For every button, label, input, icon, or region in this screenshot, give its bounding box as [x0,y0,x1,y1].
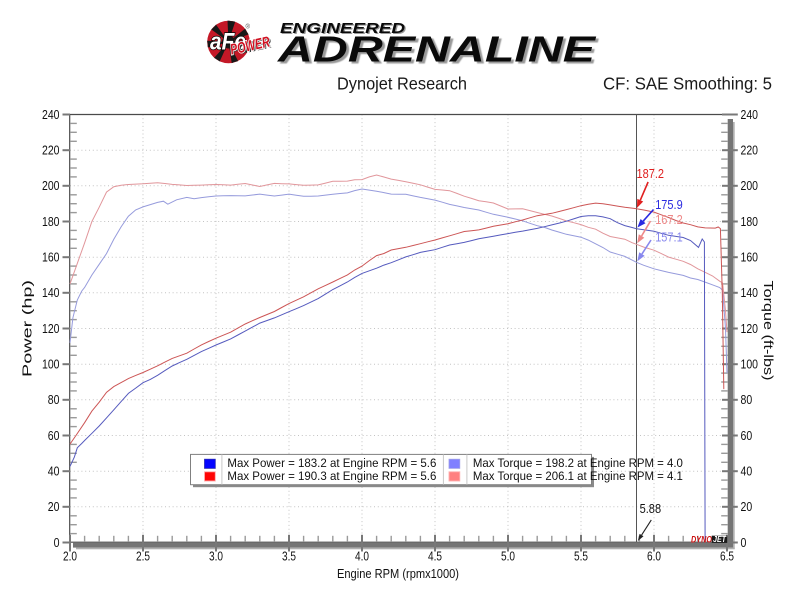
svg-text:2.0: 2.0 [63,549,77,564]
svg-text:80: 80 [741,392,753,407]
svg-text:200: 200 [42,178,60,193]
svg-text:20: 20 [741,499,753,514]
svg-text:5.0: 5.0 [501,549,515,564]
svg-text:ADRENALINE: ADRENALINE [277,29,597,70]
svg-text:120: 120 [741,321,759,336]
svg-text:100: 100 [741,357,759,372]
svg-text:Max Power = 190.3 at Engine RP: Max Power = 190.3 at Engine RPM = 5.6 [227,469,436,483]
svg-text:60: 60 [48,428,60,443]
svg-text:CF: SAE Smoothing: 5: CF: SAE Smoothing: 5 [603,74,772,94]
svg-text:0: 0 [54,535,60,550]
svg-text:5.5: 5.5 [574,549,588,564]
svg-text:180: 180 [42,214,60,229]
svg-text:4.5: 4.5 [428,549,442,564]
svg-text:100: 100 [42,357,60,372]
svg-text:5.88: 5.88 [640,501,662,516]
svg-text:40: 40 [741,464,753,479]
svg-text:®: ® [246,24,251,31]
svg-text:240: 240 [741,107,759,122]
svg-text:40: 40 [48,464,60,479]
svg-text:187.2: 187.2 [637,166,665,181]
svg-text:220: 220 [741,143,759,158]
svg-text:220: 220 [42,143,60,158]
svg-text:Engine RPM (rpmx1000): Engine RPM (rpmx1000) [337,566,459,581]
svg-text:160: 160 [741,250,759,265]
svg-text:160: 160 [42,250,60,265]
svg-text:6.5: 6.5 [720,549,734,564]
svg-text:ENGINEERED: ENGINEERED [280,21,406,37]
svg-text:3.0: 3.0 [209,549,223,564]
svg-text:140: 140 [741,285,759,300]
svg-text:180: 180 [741,214,759,229]
svg-text:Dynojet Research: Dynojet Research [337,74,467,94]
svg-text:4.0: 4.0 [355,549,369,564]
svg-text:Torque (ft-lbs): Torque (ft-lbs) [761,281,776,381]
svg-text:175.9: 175.9 [655,197,683,212]
svg-text:80: 80 [48,392,60,407]
svg-text:aFe: aFe [210,29,246,56]
svg-text:Max Torque = 198.2 at Engine R: Max Torque = 198.2 at Engine RPM = 4.0 [473,456,683,470]
svg-text:20: 20 [48,499,60,514]
svg-text:167.2: 167.2 [655,212,683,227]
svg-text:6.0: 6.0 [647,549,661,564]
svg-text:3.5: 3.5 [282,549,296,564]
svg-text:JET: JET [713,535,727,544]
svg-text:240: 240 [42,107,60,122]
svg-text:Max Torque = 206.1 at Engine R: Max Torque = 206.1 at Engine RPM = 4.1 [473,469,683,483]
svg-text:120: 120 [42,321,60,336]
svg-text:140: 140 [42,285,60,300]
svg-text:Power (hp): Power (hp) [20,280,35,377]
svg-text:2.5: 2.5 [136,549,150,564]
svg-text:157.1: 157.1 [655,230,683,245]
svg-text:60: 60 [741,428,753,443]
svg-text:DYNO: DYNO [691,535,712,546]
svg-text:Max Power = 183.2 at Engine RP: Max Power = 183.2 at Engine RPM = 5.6 [227,456,436,470]
svg-text:0: 0 [741,535,747,550]
svg-text:200: 200 [741,178,759,193]
